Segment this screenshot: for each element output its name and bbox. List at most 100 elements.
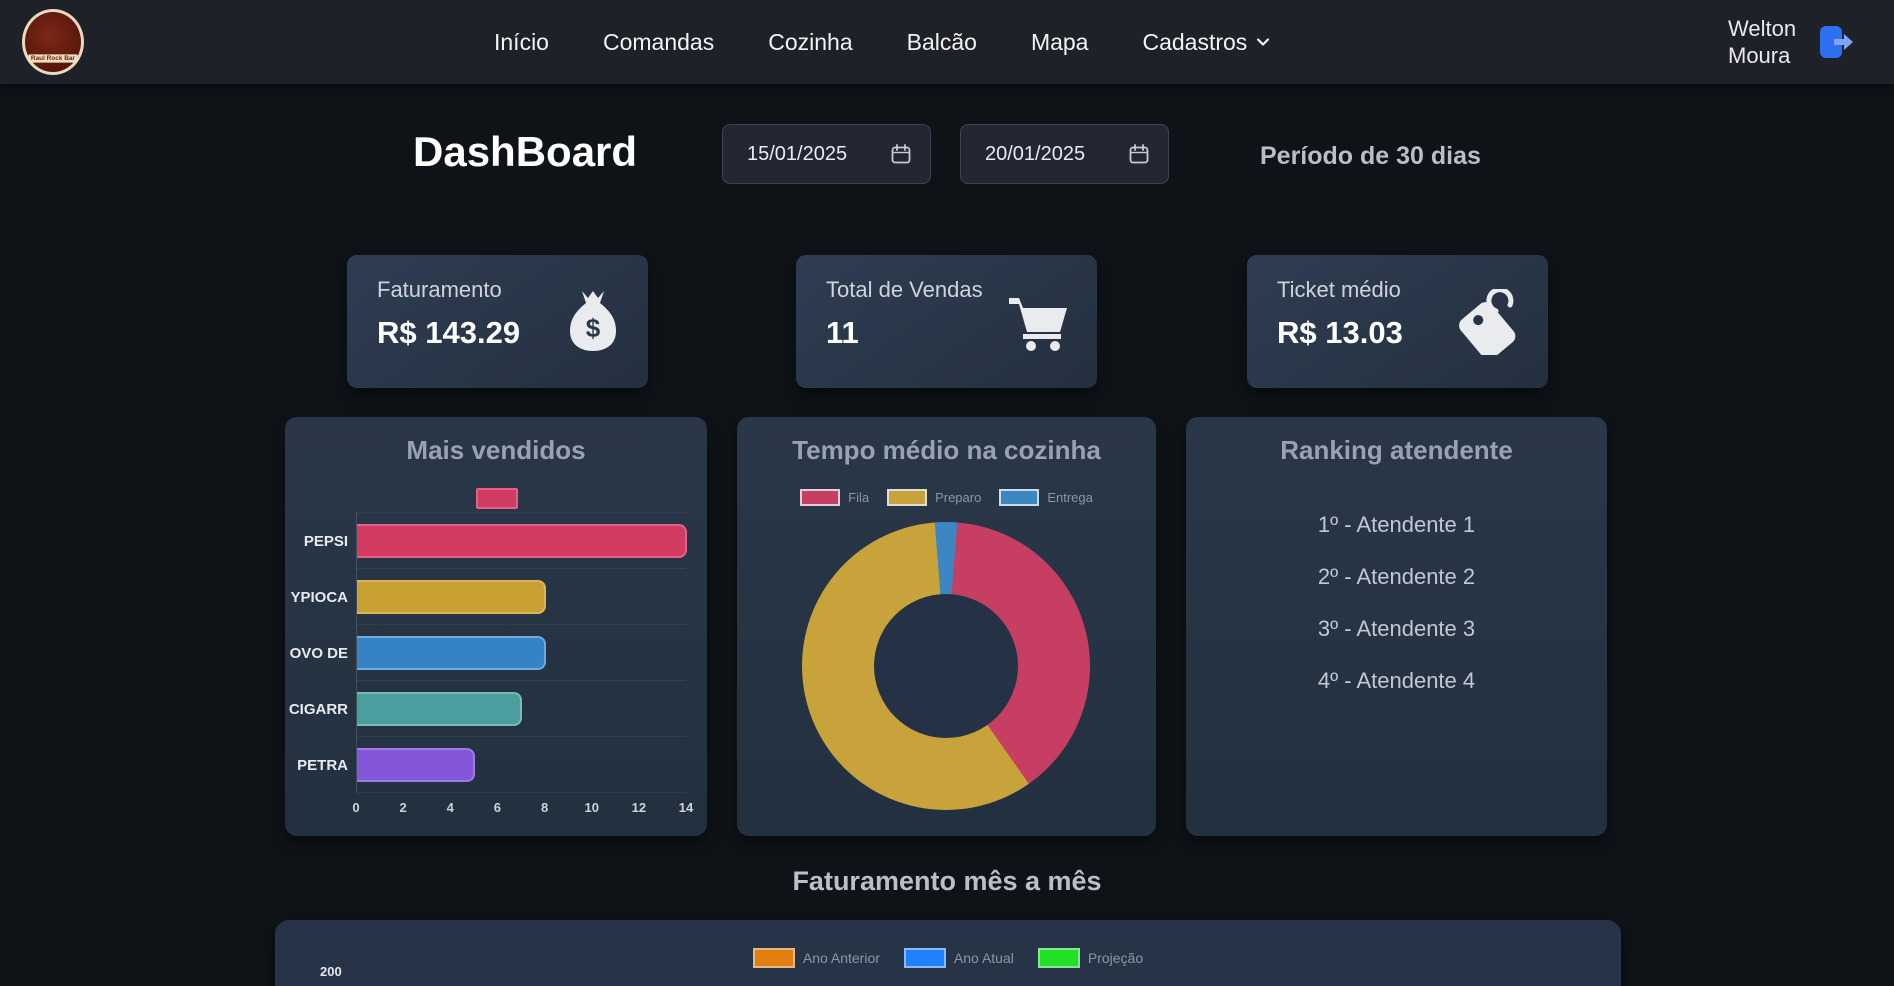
nav-menu: Início Comandas Cozinha Balcão Mapa Cadastro… — [494, 0, 1270, 84]
bar-chart-gridline — [356, 736, 686, 737]
chevron-down-icon — [1257, 38, 1270, 46]
bar-chart-gridline — [356, 624, 686, 625]
bar-category-label: PEPSI — [303, 533, 348, 550]
legend-swatch — [903, 948, 946, 968]
top-nav: Raul Rock Bar Início Comandas Cozinha Balcã… — [0, 0, 1894, 84]
nav-user: Welton Moura — [1728, 15, 1858, 69]
chart-card-ranking-atendente: Ranking atendente 1º - Atendente 1 2º - A… — [1186, 417, 1607, 836]
date-input-start[interactable]: 15/01/2025 — [722, 124, 931, 184]
chart-title: Tempo médio na cozinha — [792, 435, 1101, 465]
user-name: Welton Moura — [1728, 15, 1796, 69]
legend-label: Projeção — [1087, 950, 1144, 966]
bar-chart-gridline — [356, 512, 686, 513]
bar-category-label: PETRA — [297, 757, 348, 774]
legend-swatch — [887, 489, 928, 506]
brand-logo-label: Raul Rock Bar — [28, 54, 78, 63]
calendar-icon[interactable] — [890, 143, 912, 165]
x-tick-label: 14 — [678, 800, 694, 815]
bar-pepsi[interactable] — [357, 524, 687, 558]
stat-label: Faturamento — [377, 277, 502, 302]
nav-item-mapa[interactable]: Mapa — [1030, 28, 1089, 55]
donut-legend: Fila Preparo Entrega — [737, 489, 1156, 506]
bar-cigarr[interactable] — [357, 692, 522, 726]
legend-label: Ano Atual — [953, 950, 1014, 966]
x-tick-label: 2 — [399, 800, 407, 815]
date-input-end[interactable]: 20/01/2025 — [960, 124, 1169, 184]
legend-item-ano-atual[interactable]: Ano Atual — [903, 948, 1014, 968]
nav-item-cadastros[interactable]: Cadastros — [1142, 29, 1270, 56]
chart-card-mais-vendidos: Mais vendidos PEPSI YPIOCA OVO DE CIGARR PET… — [285, 417, 707, 836]
chart-card-tempo-medio-cozinha: Tempo médio na cozinha Fila Preparo Entreg… — [737, 417, 1156, 836]
bar-chart-gridline — [356, 680, 686, 681]
nav-item-cozinha[interactable]: Cozinha — [768, 28, 853, 55]
stat-card-ticket-medio: Ticket médio R$ 13.03 — [1247, 255, 1548, 388]
stat-value: R$ 143.29 — [377, 315, 521, 350]
bar-chart-plot[interactable] — [356, 512, 687, 793]
x-tick-label: 10 — [584, 800, 599, 815]
brand-logo[interactable]: Raul Rock Bar — [22, 9, 84, 75]
legend-label: Ano Anterior — [802, 950, 880, 966]
legend-item-projecao[interactable]: Projeção — [1037, 948, 1144, 968]
legend-item-preparo[interactable]: Preparo — [887, 489, 981, 506]
bar-category-label: CIGARR — [288, 701, 348, 718]
legend-swatch — [999, 489, 1040, 506]
x-tick-label: 0 — [352, 800, 360, 815]
x-tick-label: 4 — [446, 800, 454, 815]
user-last-name: Moura — [1728, 43, 1791, 68]
stat-value: 11 — [826, 315, 859, 350]
monthly-chart-card: Ano Anterior Ano Atual Projeção 200 — [275, 920, 1621, 986]
money-bag-icon: $ — [564, 289, 622, 355]
legend-label: Entrega — [1047, 490, 1093, 505]
ranking-item-3: 3º - Atendente 3 — [1317, 616, 1476, 641]
bar-chart-gridline — [356, 568, 686, 569]
stat-card-total-vendas: Total de Vendas 11 — [796, 255, 1097, 388]
tag-icon — [1452, 288, 1522, 355]
x-tick-label: 12 — [631, 800, 647, 815]
nav-dropdown-label: Cadastros — [1142, 28, 1248, 55]
stat-label: Total de Vendas — [826, 277, 983, 302]
legend-item-fila[interactable]: Fila — [800, 489, 869, 506]
bar-petra[interactable] — [357, 748, 475, 782]
cart-icon — [1007, 292, 1071, 352]
stat-value: R$ 13.03 — [1277, 315, 1403, 350]
bar-chart-gridline — [356, 792, 686, 793]
legend-swatch — [752, 948, 795, 968]
ranking-item-1: 1º - Atendente 1 — [1317, 512, 1476, 537]
svg-text:$: $ — [586, 313, 601, 343]
monthly-chart-title: Faturamento mês a mês — [792, 866, 1102, 896]
monthly-chart-legend: Ano Anterior Ano Atual Projeção — [275, 948, 1621, 968]
ranking-list: 1º - Atendente 1 2º - Atendente 2 3º - Ate… — [1186, 512, 1607, 720]
stat-label: Ticket médio — [1277, 277, 1401, 302]
ranking-item-2: 2º - Atendente 2 — [1317, 564, 1476, 589]
bar-ovo-de[interactable] — [357, 636, 546, 670]
user-first-name: Welton — [1728, 16, 1797, 41]
date-start-value: 15/01/2025 — [747, 142, 848, 165]
bar-category-label: OVO DE — [289, 645, 348, 662]
logout-button[interactable] — [1814, 20, 1858, 64]
nav-item-inicio[interactable]: Início — [494, 28, 549, 55]
legend-label: Fila — [848, 490, 870, 505]
chart-title: Mais vendidos — [406, 435, 586, 465]
page-title: DashBoard — [413, 128, 638, 175]
bar-chart-y-axis-line — [356, 512, 357, 792]
bar-ypioca[interactable] — [357, 580, 546, 614]
chart-title: Ranking atendente — [1280, 435, 1513, 465]
monthly-chart-ytick: 200 — [320, 964, 342, 979]
logout-door-icon — [1820, 26, 1854, 58]
bar-chart-legend-swatch[interactable] — [476, 488, 518, 509]
legend-label: Preparo — [935, 490, 982, 505]
nav-item-comandas[interactable]: Comandas — [602, 28, 715, 55]
x-tick-label: 8 — [540, 800, 549, 815]
date-end-value: 20/01/2025 — [985, 142, 1086, 165]
donut-chart[interactable] — [802, 522, 1090, 810]
legend-item-entrega[interactable]: Entrega — [999, 489, 1093, 506]
ranking-item-4: 4º - Atendente 4 — [1317, 668, 1476, 693]
legend-item-ano-anterior[interactable]: Ano Anterior — [752, 948, 880, 968]
stat-card-faturamento: Faturamento R$ 143.29 $ — [347, 255, 648, 388]
nav-item-balcao[interactable]: Balcão — [906, 28, 977, 55]
legend-swatch — [1037, 948, 1080, 968]
period-label: Período de 30 dias — [1260, 142, 1481, 170]
calendar-icon[interactable] — [1128, 143, 1150, 165]
bar-category-label: YPIOCA — [290, 589, 348, 606]
